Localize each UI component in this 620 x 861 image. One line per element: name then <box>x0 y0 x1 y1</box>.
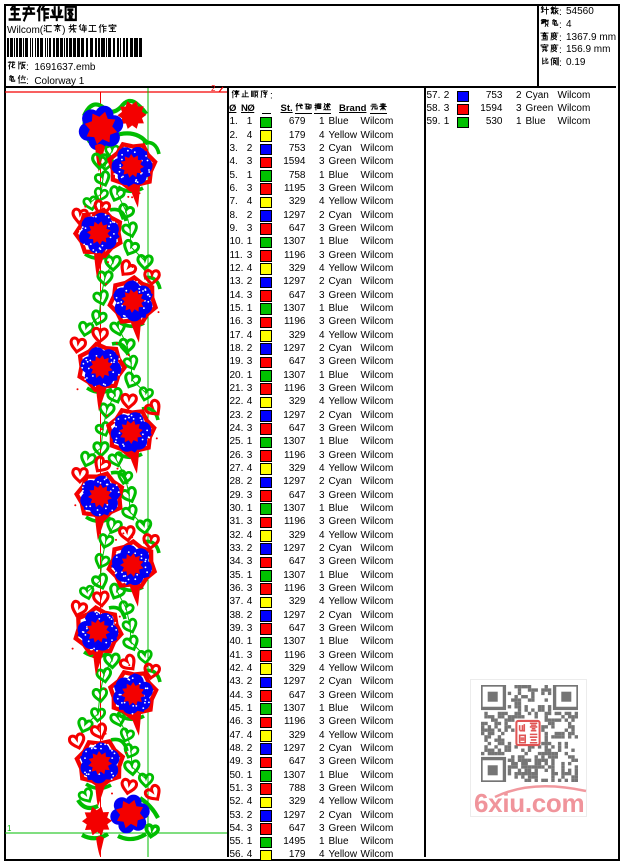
svg-text:1: 1 <box>7 824 12 833</box>
svg-text:2: 2 <box>211 84 216 93</box>
